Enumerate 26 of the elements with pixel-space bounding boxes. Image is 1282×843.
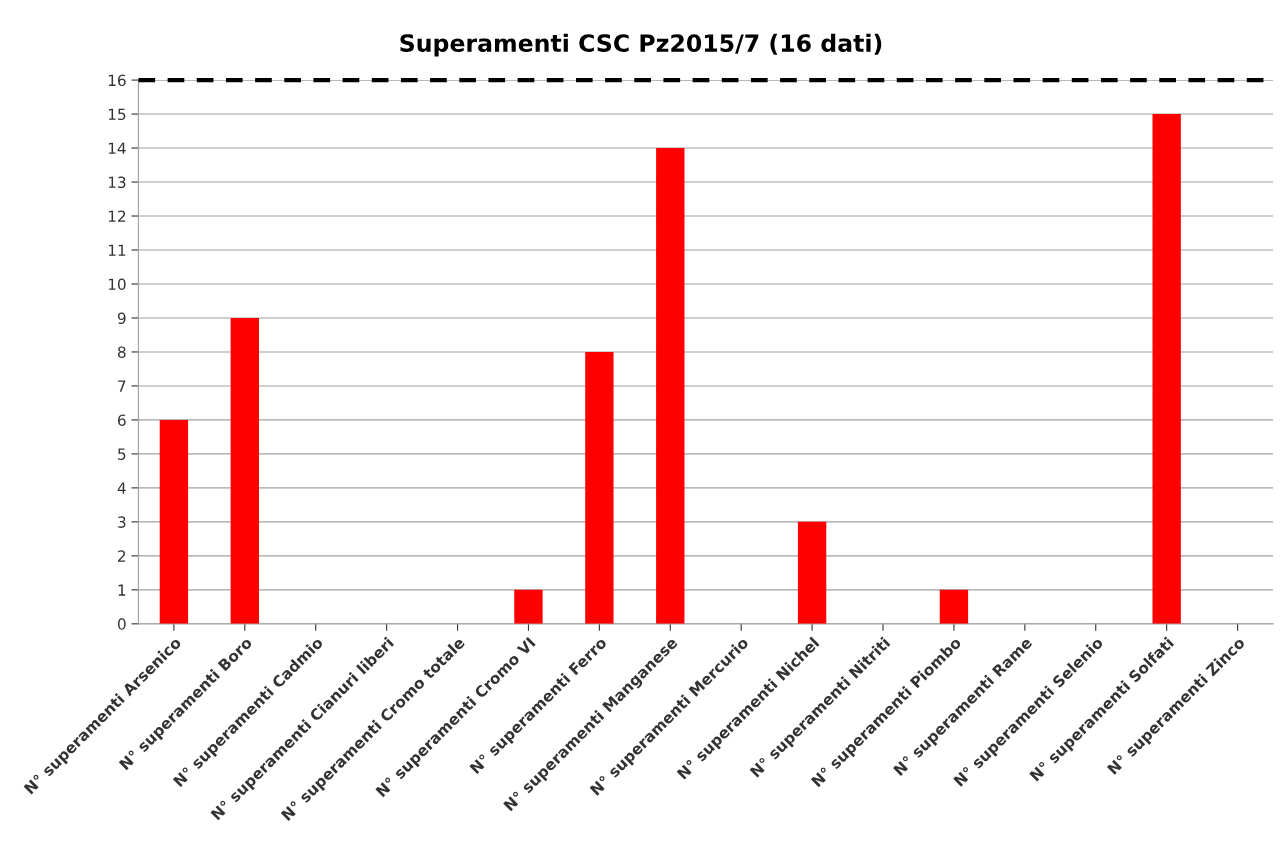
bar [230, 317, 259, 624]
bar [159, 419, 189, 624]
y-tick-label: 1 [118, 584, 126, 596]
y-tick-label: 0 [117, 618, 126, 630]
y-tick-label: 4 [117, 482, 126, 494]
y-tick-label: 7 [118, 380, 126, 392]
y-tick-label: 6 [118, 414, 126, 426]
y-tick-label: 11 [108, 244, 126, 256]
bar [939, 589, 969, 624]
y-tick-label: 14 [108, 142, 126, 154]
y-tick-label: 5 [118, 448, 126, 460]
y-tick-label: 3 [118, 516, 126, 528]
y-tick-label: 8 [117, 346, 126, 358]
bar [797, 521, 827, 624]
y-tick-label: 2 [118, 550, 126, 562]
y-tick-label: 13 [108, 176, 126, 189]
chart-title: Superamenti CSC Pz2015/7 (16 dati) [400, 33, 882, 57]
bar [514, 589, 543, 624]
bar [656, 148, 685, 624]
y-tick-label: 10 [108, 278, 126, 291]
y-tick-label: 12 [108, 210, 126, 222]
y-tick-label: 9 [117, 312, 126, 324]
bar [585, 351, 614, 624]
y-tick-label: 16 [108, 74, 126, 87]
y-tick-label: 15 [108, 108, 126, 121]
bar [1152, 114, 1181, 624]
